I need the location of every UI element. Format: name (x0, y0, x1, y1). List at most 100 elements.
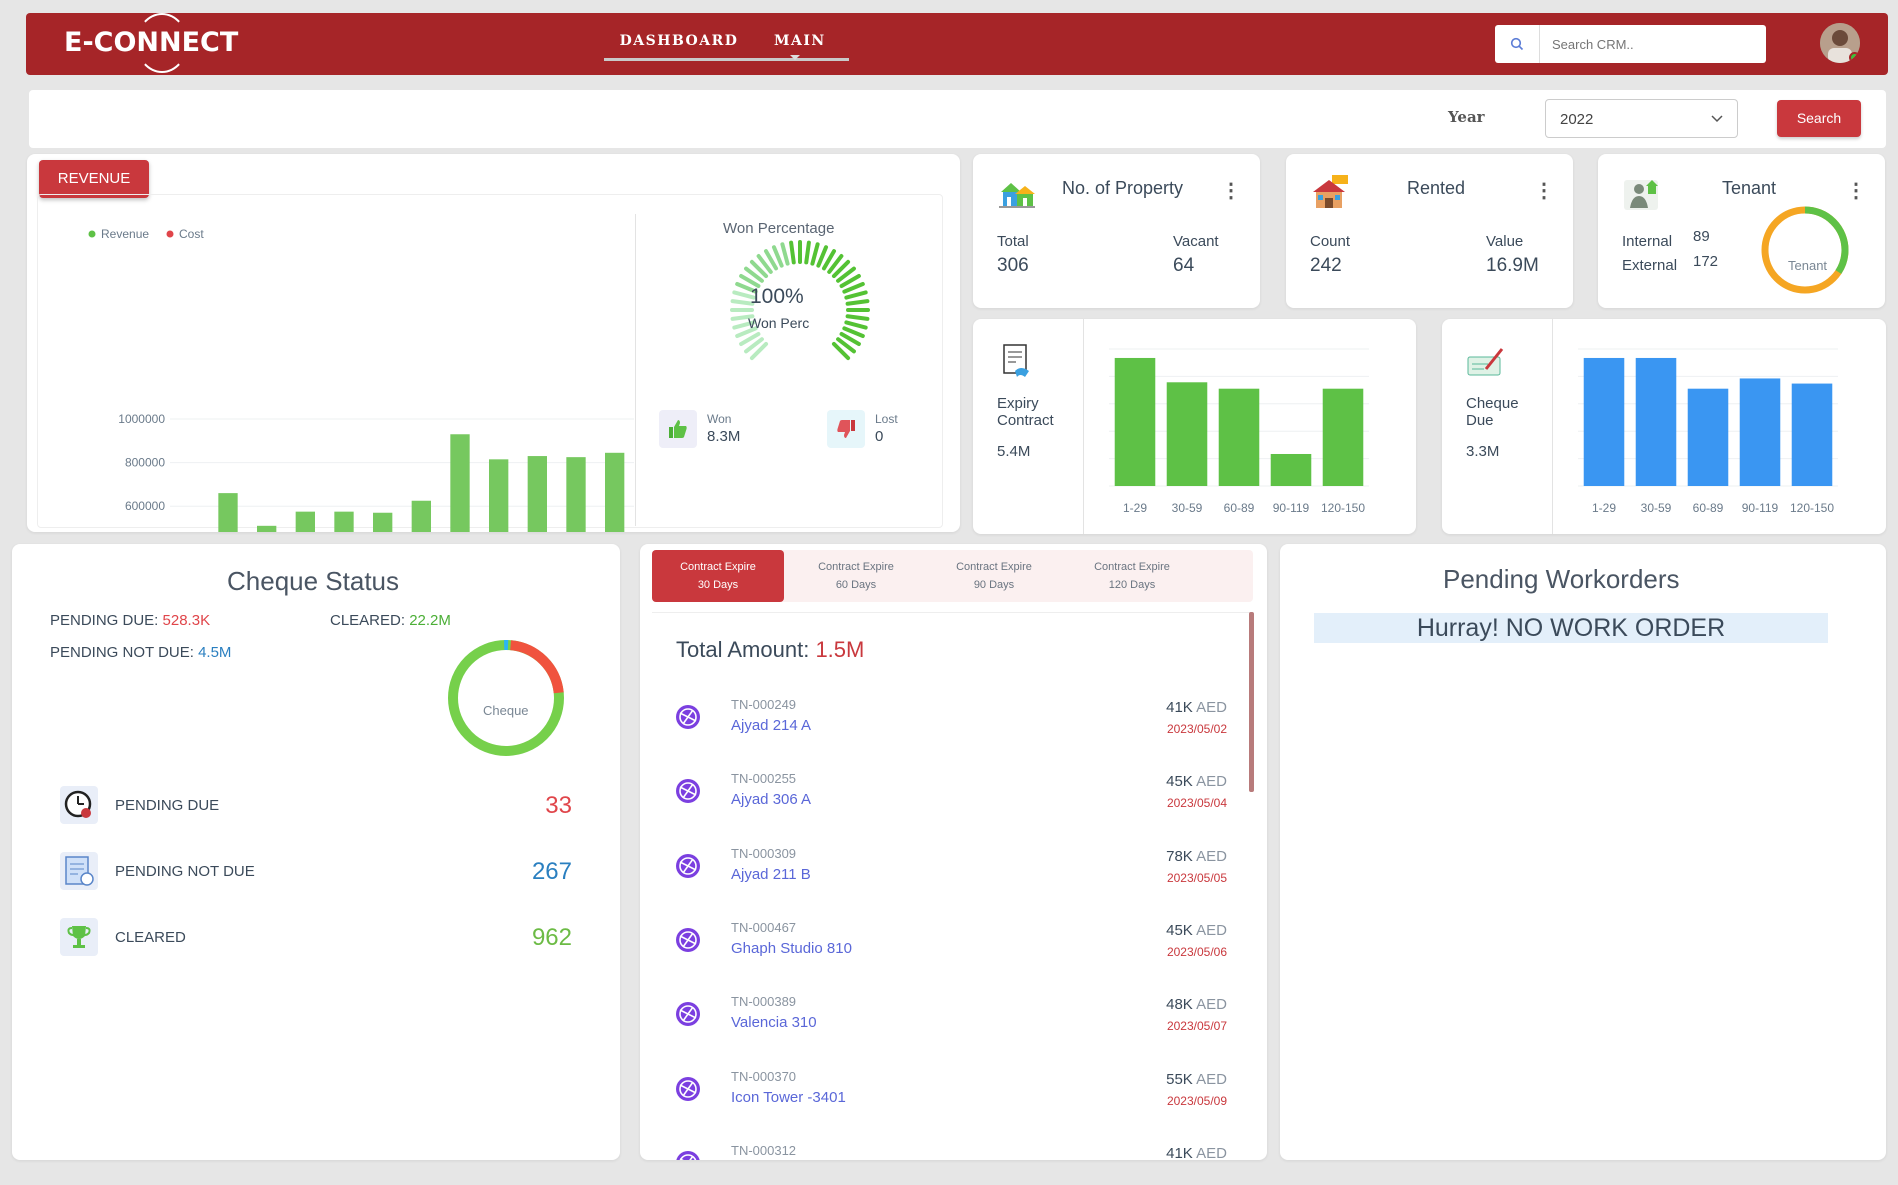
user-avatar[interactable] (1820, 23, 1860, 63)
property-vacant-value: 64 (1173, 255, 1195, 276)
app-logo[interactable]: E-CONNECT (64, 27, 239, 58)
tab-main-label: MAIN (774, 33, 826, 49)
contract-id: TN-000249 (731, 697, 797, 712)
search-button[interactable]: Search (1777, 100, 1861, 137)
contract-list-item[interactable]: TN-000467 Ghaph Studio 810 45K AED 2023/… (652, 920, 1251, 990)
pending-not-due-row-count: 267 (531, 858, 572, 885)
x-tick-label: 1-29 (1123, 501, 1147, 515)
revenue-bar[interactable] (566, 457, 586, 532)
contract-amount-value: 41K (1166, 1144, 1193, 1160)
contract-amount: 41K AED (1166, 699, 1227, 716)
gauge-tick (789, 240, 796, 265)
revenue-bar[interactable] (527, 456, 547, 532)
revenue-tab[interactable]: REVENUE (39, 160, 149, 198)
contract-amount-value: 48K (1166, 996, 1193, 1014)
aging-bar[interactable] (1114, 357, 1156, 486)
aging-bar[interactable] (1791, 383, 1833, 486)
tab-contract-30-days[interactable]: Contract Expire 30 Days (652, 550, 784, 602)
tab-contract-90-days[interactable]: Contract Expire 90 Days (928, 550, 1060, 602)
search-input[interactable] (1540, 36, 1750, 52)
year-select[interactable]: 2022 (1545, 99, 1738, 138)
revenue-bar[interactable] (257, 525, 277, 532)
property-menu-icon[interactable]: ⋮ (1221, 180, 1241, 202)
tab-dashboard[interactable]: DASHBOARD (604, 29, 754, 61)
contract-property-name[interactable]: Icon Tower -3401 (731, 1088, 846, 1106)
aging-bar[interactable] (1166, 382, 1208, 486)
trophy-icon (60, 918, 98, 956)
contract-date: 2023/05/04 (1166, 796, 1227, 811)
contract-list-panel: Total Amount: 1.5M TN-000249 Ajyad 214 A… (652, 612, 1251, 1160)
gauge-tick (804, 240, 811, 265)
pending-due-row-count: 33 (545, 792, 572, 819)
tenant-internal-value: 89 (1693, 228, 1710, 245)
aging-bar[interactable] (1270, 453, 1312, 486)
revenue-bar[interactable] (218, 493, 238, 532)
tenant-menu-icon[interactable]: ⋮ (1846, 180, 1866, 202)
gauge-tick (739, 274, 761, 288)
revenue-bar[interactable] (411, 500, 431, 532)
workorders-title: Pending Workorders (1443, 564, 1680, 594)
property-title: No. of Property (1062, 178, 1184, 198)
contract-date: 2023/05/09 (1166, 1093, 1227, 1108)
contract-amount: 78K AED (1166, 848, 1227, 865)
contract-list-item[interactable]: TN-000249 Ajyad 214 A 41K AED 2023/05/02 (652, 697, 1251, 767)
won-label: Won (707, 412, 732, 426)
aging-bar[interactable] (1322, 388, 1364, 486)
contract-amount: 45K AED (1166, 773, 1227, 790)
revenue-bar[interactable] (334, 511, 354, 532)
total-amount-label: Total Amount: (676, 637, 810, 662)
expiry-label-line2: Contract (997, 412, 1054, 429)
contract-property-name[interactable]: Valencia 310 (731, 1014, 817, 1032)
donut-pending-not-due-arc (448, 640, 564, 756)
gauge-tick (845, 314, 870, 321)
aging-bar[interactable] (1687, 388, 1729, 486)
revenue-bar[interactable] (605, 452, 625, 532)
contract-currency: AED (1196, 699, 1227, 716)
contract-list-item[interactable]: TN-000309 Ajyad 211 B 78K AED 2023/05/05 (652, 846, 1251, 916)
aging-bar[interactable] (1635, 357, 1677, 486)
contract-property-name[interactable]: Ajyad 306 A (731, 791, 812, 809)
contract-list-item[interactable]: TN-000255 Ajyad 306 A 45K AED 2023/05/04 (652, 771, 1251, 841)
year-select-value: 2022 (1560, 111, 1594, 128)
contract-list-item[interactable]: TN-000370 Icon Tower -3401 55K AED 2023/… (652, 1069, 1251, 1139)
scrollbar-thumb[interactable] (1249, 612, 1254, 792)
tab-contract-120-days[interactable]: Contract Expire 120 Days (1066, 550, 1198, 602)
contract-amount-value: 45K (1166, 773, 1193, 791)
tab-contract-60-days[interactable]: Contract Expire 60 Days (790, 550, 922, 602)
x-tick-label: 90-119 (1742, 501, 1779, 515)
revenue-bar[interactable] (295, 511, 315, 532)
contract-property-name[interactable]: Ghaph Studio 810 (731, 939, 852, 957)
donut-pending-due-arc (448, 640, 564, 756)
search-box (1495, 25, 1766, 63)
tab-main[interactable]: MAIN (754, 29, 849, 61)
gauge-tick (756, 254, 773, 274)
gauge-tick (842, 281, 865, 294)
gauge-tick (836, 337, 856, 354)
aging-bar[interactable] (1218, 388, 1260, 486)
pending-due-summary: PENDING DUE: 528.3K (50, 612, 210, 629)
contract-list-item[interactable]: TN-000389 Valencia 310 48K AED 2023/05/0… (652, 994, 1251, 1064)
divider (1083, 319, 1084, 534)
search-icon[interactable] (1495, 25, 1540, 63)
gauge-tick (827, 254, 844, 274)
cheque-donut-chart (448, 640, 564, 756)
aging-bar[interactable] (1739, 378, 1781, 486)
gauge-tick (732, 320, 756, 330)
rented-card: Rented ⋮ Count 242 Value 16.9M (1286, 154, 1573, 308)
tenant-internal-label: Internal (1622, 233, 1673, 250)
contract-list-item[interactable]: TN-000312 41K AED (652, 1143, 1251, 1160)
revenue-bar[interactable] (373, 512, 393, 532)
gauge-tick (839, 274, 861, 288)
chevron-down-icon (1711, 115, 1723, 123)
rented-menu-icon[interactable]: ⋮ (1534, 180, 1554, 202)
revenue-bar[interactable] (450, 434, 470, 532)
contract-property-name[interactable]: Ajyad 214 A (731, 717, 812, 734)
rent-house-icon (1310, 174, 1350, 217)
property-vacant-label: Vacant (1173, 233, 1219, 250)
revenue-bar[interactable] (489, 459, 509, 532)
aging-bar[interactable] (1583, 357, 1625, 486)
contract-property-name[interactable]: Ajyad 211 B (731, 865, 811, 883)
divider (1552, 319, 1553, 534)
total-amount-value: 1.5M (815, 637, 865, 662)
cheque-due-label-line2: Due (1466, 412, 1494, 429)
